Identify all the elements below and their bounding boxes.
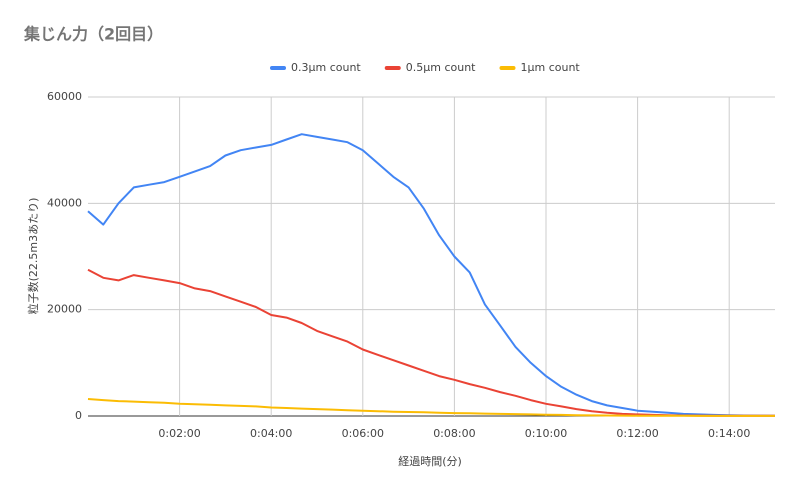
chart-title: 集じん力（2回目）: [23, 25, 163, 44]
y-tick-label: 0: [75, 409, 82, 422]
series-line: [87, 268, 775, 417]
series-line: [87, 398, 775, 417]
x-axis-label: 経過時間(分): [398, 455, 462, 468]
x-tick-label: 0:02:00: [158, 427, 200, 440]
series-line: [87, 133, 776, 417]
y-axis-label: 粒子数(22.5m3あたり): [26, 198, 40, 315]
x-tick-label: 0:04:00: [250, 427, 292, 440]
x-tick-label: 0:06:00: [342, 427, 384, 440]
x-tick-label: 0:10:00: [525, 427, 567, 440]
legend-label: 0.5µm count: [406, 61, 476, 74]
legend-label: 0.3µm count: [291, 61, 361, 74]
x-tick-label: 0:14:00: [708, 427, 750, 440]
y-tick-label: 40000: [47, 196, 82, 209]
y-tick-label: 20000: [47, 303, 82, 316]
x-tick-label: 0:08:00: [433, 427, 475, 440]
y-tick-label: 60000: [47, 90, 82, 103]
x-tick-label: 0:12:00: [616, 427, 658, 440]
legend-label: 1µm count: [521, 61, 581, 74]
